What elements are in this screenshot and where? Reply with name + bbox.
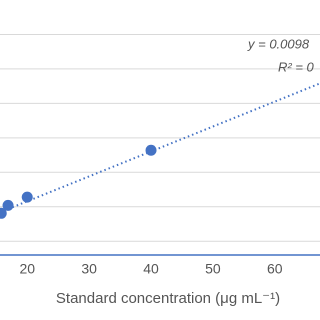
equation: y = 0.0098 — [247, 36, 310, 51]
marks — [0, 82, 320, 219]
grid — [0, 33, 320, 242]
x-tick-label: 20 — [19, 261, 35, 277]
x-tick-label: 50 — [205, 261, 221, 277]
x-tick-label: 40 — [143, 261, 159, 277]
x-tick-label: 60 — [267, 261, 283, 277]
x-tick-label: 30 — [81, 261, 97, 277]
x-axis-label: Standard concentration (μg mL⁻¹) — [56, 290, 280, 307]
data-point — [21, 191, 33, 203]
r-squared: R² = 0 — [278, 59, 315, 74]
trendline — [0, 82, 320, 214]
data-point — [145, 144, 157, 156]
data-point — [0, 207, 7, 219]
data-point — [2, 199, 14, 211]
